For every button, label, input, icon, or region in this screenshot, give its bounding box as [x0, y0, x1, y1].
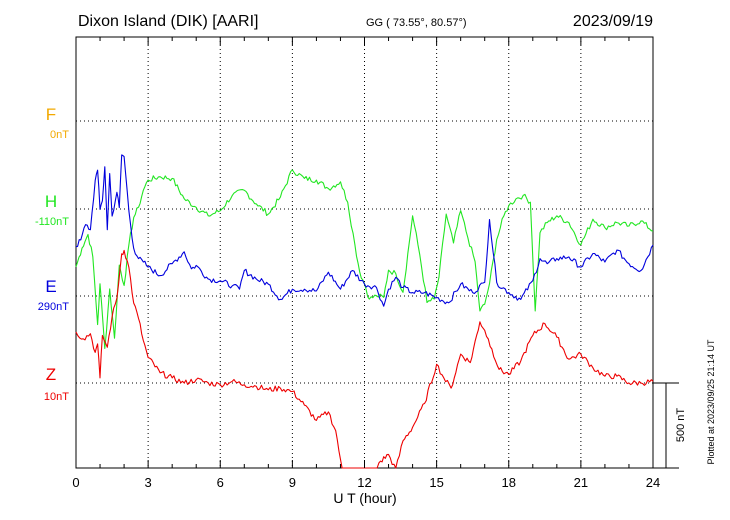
x-tick-label: 18 — [502, 475, 516, 490]
x-tick-label: 21 — [574, 475, 588, 490]
x-tick-label: 24 — [646, 475, 660, 490]
series-line-H — [75, 169, 654, 349]
series-name: F — [46, 105, 56, 124]
series-line-E — [75, 154, 654, 307]
series-baseline-label: -110nT — [35, 216, 69, 228]
series-baseline-label: 10nT — [44, 391, 69, 403]
series-line-Z — [75, 249, 654, 469]
series-name: H — [45, 192, 57, 211]
plotted-timestamp: Plotted at 2023/09/25 21:14 UT — [706, 339, 716, 465]
x-tick-label: 0 — [72, 475, 79, 490]
x-axis: 0 3 6 9 12 15 18 21 24 — [72, 37, 660, 490]
series-baseline-label: 290nT — [38, 301, 69, 313]
x-tick-label: 15 — [429, 475, 443, 490]
series-name: Z — [46, 365, 56, 384]
x-tick-label: 6 — [217, 475, 224, 490]
series-baseline-label: 0nT — [50, 129, 69, 141]
series-labels: F 0nT H -110nT E 290nT Z 10nT — [35, 105, 69, 403]
data-traces — [75, 154, 654, 469]
plot-date: 2023/09/19 — [573, 13, 653, 30]
x-tick-label: 9 — [289, 475, 296, 490]
baselines — [76, 120, 653, 384]
series-name: E — [45, 277, 56, 296]
x-axis-label: U T (hour) — [333, 490, 396, 506]
scale-bar: 500 nT — [653, 382, 687, 469]
scale-bar-label: 500 nT — [675, 408, 687, 443]
grid — [147, 37, 582, 468]
station-title: Dixon Island (DIK) [AARI] — [78, 13, 259, 30]
x-tick-label: 3 — [145, 475, 152, 490]
station-coordinates: GG ( 73.55°, 80.57°) — [366, 17, 467, 29]
x-tick-label: 12 — [357, 475, 371, 490]
